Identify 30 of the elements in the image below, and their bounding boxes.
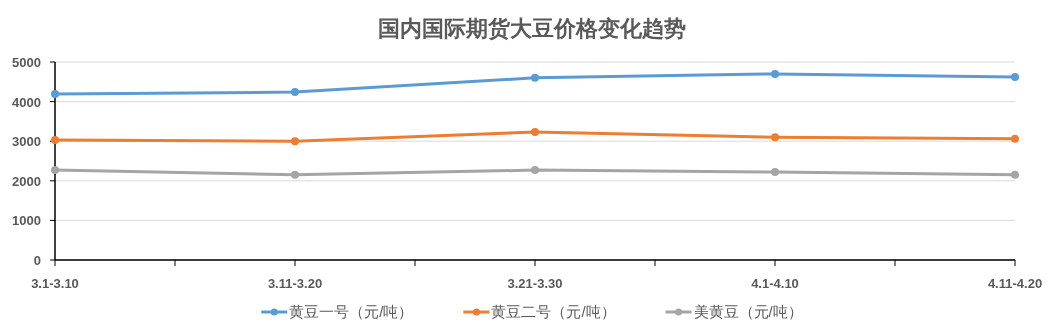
point xyxy=(51,136,59,145)
x-tick-label: 3.11-3.20 xyxy=(267,276,323,291)
legend-label: 黄豆二号（元/吨） xyxy=(491,303,616,320)
y-tick-label: 5000 xyxy=(12,55,41,70)
y-tick-label: 4000 xyxy=(12,94,41,110)
y-tick-label: 2000 xyxy=(12,173,41,189)
point xyxy=(771,133,779,142)
y-tick-label: 3000 xyxy=(12,134,41,150)
point xyxy=(771,69,779,78)
point xyxy=(51,166,59,175)
x-tick-label: 4.1-4.10 xyxy=(751,276,799,291)
point xyxy=(531,166,539,175)
point xyxy=(531,73,539,82)
point xyxy=(771,168,779,177)
legend-label: 美黄豆（元/吨） xyxy=(693,303,803,320)
y-tick-label: 1000 xyxy=(12,213,41,229)
point xyxy=(291,170,299,179)
point xyxy=(51,90,59,99)
x-tick-label: 4.11-4.20 xyxy=(987,276,1043,291)
point xyxy=(531,128,539,137)
point xyxy=(1011,134,1019,143)
point xyxy=(291,88,299,97)
chart-title: 国内国际期货大豆价格变化趋势 xyxy=(378,16,686,41)
point xyxy=(1011,170,1019,179)
point xyxy=(1011,73,1019,82)
legend-label: 黄豆一号（元/吨） xyxy=(289,303,414,320)
x-tick-label: 3.1-3.10 xyxy=(31,276,79,291)
point xyxy=(291,137,299,146)
x-tick-label: 3.21-3.30 xyxy=(507,276,563,291)
y-tick-label: 0 xyxy=(33,253,41,268)
